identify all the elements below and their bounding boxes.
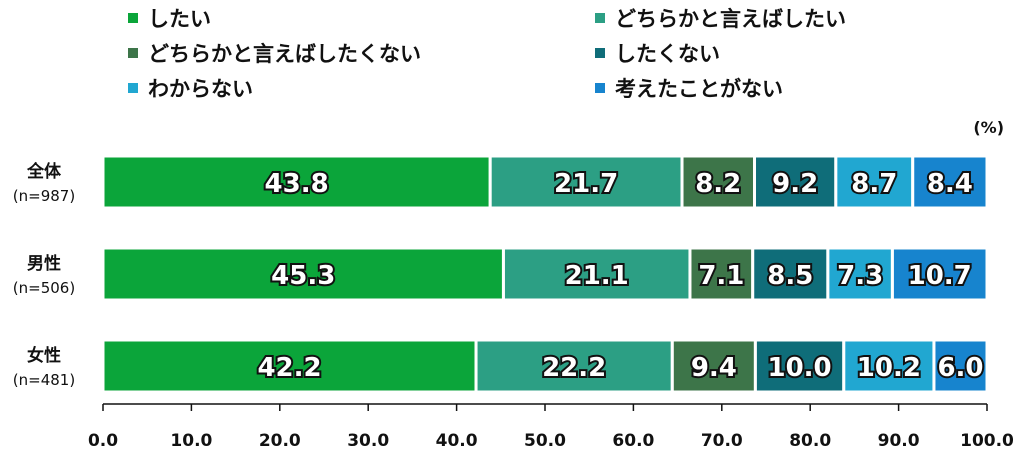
category-label: 男性 <box>27 253 61 274</box>
x-axis: 0.0 10.0 20.0 30.0 40.0 50.0 60.0 70.0 80.0 90.0 1… <box>88 403 1014 451</box>
bar-row: 42.2 22.2 9.4 10.0 10.2 6.0 <box>101 338 989 394</box>
category-sample-size: (n=987) <box>13 187 75 205</box>
x-tick-label: 40.0 <box>436 431 478 451</box>
legend-swatch <box>128 48 138 58</box>
data-label: 7.3 <box>837 261 883 291</box>
x-tick-label: 90.0 <box>878 431 920 451</box>
bar-segment <box>834 154 915 210</box>
data-label: 10.0 <box>768 353 832 383</box>
category-sample-size: (n=506) <box>13 279 75 297</box>
bars: 43.8 21.7 8.2 9.2 8.7 8.4 45.3 21.1 7.1 8.5 7.3 10.… <box>101 154 989 394</box>
data-label: 8.7 <box>851 169 897 199</box>
legend-item: 考えたことがない <box>595 77 783 101</box>
data-label: 22.2 <box>542 353 606 383</box>
legend-swatch <box>595 13 605 23</box>
legend-item: わからない <box>128 77 253 101</box>
data-label: 8.2 <box>695 169 741 199</box>
category-labels: 全体 (n=987) 男性 (n=506) 女性 (n=481) <box>13 161 75 389</box>
data-label: 45.3 <box>271 261 335 291</box>
x-tick-label: 0.0 <box>88 431 118 451</box>
x-tick-label: 20.0 <box>259 431 301 451</box>
data-label: 10.2 <box>857 353 921 383</box>
legend-swatch <box>128 83 138 93</box>
x-tick-label: 50.0 <box>524 431 566 451</box>
data-label: 43.8 <box>265 169 329 199</box>
legend-label: わからない <box>148 77 253 101</box>
x-tick-label: 80.0 <box>789 431 831 451</box>
legend-item: したい <box>128 7 211 31</box>
bar-segment <box>680 154 757 210</box>
data-label: 6.0 <box>937 353 983 383</box>
x-tick-label: 100.0 <box>960 431 1014 451</box>
bar-segment <box>753 338 846 394</box>
category-label: 女性 <box>27 345 61 366</box>
data-label: 9.2 <box>772 169 818 199</box>
bar-row: 43.8 21.7 8.2 9.2 8.7 8.4 <box>101 154 989 210</box>
bar-segment <box>501 246 692 302</box>
legend-item: どちらかと言えばしたくない <box>128 42 421 66</box>
data-label: 7.1 <box>698 261 744 291</box>
bar-segment <box>890 246 989 302</box>
data-label: 8.5 <box>767 261 813 291</box>
data-label: 42.2 <box>257 353 321 383</box>
data-label: 21.1 <box>565 261 629 291</box>
bar-segment <box>474 338 674 394</box>
category-sample-size: (n=481) <box>13 371 75 389</box>
bar-segment <box>688 246 755 302</box>
unit-label: (%) <box>973 118 1004 137</box>
x-tick-label: 70.0 <box>701 431 743 451</box>
bar-segment <box>101 338 478 394</box>
legend-label: したい <box>148 7 211 31</box>
bar-segment <box>932 338 989 394</box>
bar-segment <box>101 246 505 302</box>
data-label: 8.4 <box>927 169 973 199</box>
legend-item: どちらかと言えばしたい <box>595 7 846 31</box>
data-label: 21.7 <box>554 169 618 199</box>
bar-segment <box>751 246 830 302</box>
legend-label: どちらかと言えばしたい <box>615 7 846 31</box>
bar-segment <box>488 154 684 210</box>
legend-label: 考えたことがない <box>615 77 783 101</box>
legend-swatch <box>595 83 605 93</box>
category-label: 全体 <box>26 161 62 182</box>
legend-swatch <box>595 48 605 58</box>
x-tick-label: 60.0 <box>612 431 654 451</box>
bar-segment <box>911 154 989 210</box>
bar-segment <box>842 338 936 394</box>
data-label: 9.4 <box>691 353 737 383</box>
legend-swatch <box>128 13 138 23</box>
bar-segment <box>101 154 492 210</box>
data-label: 10.7 <box>908 261 972 291</box>
x-tick-label: 10.0 <box>170 431 212 451</box>
legend-label: どちらかと言えばしたくない <box>148 42 421 66</box>
x-tick-label: 30.0 <box>347 431 389 451</box>
legend-item: したくない <box>595 42 720 66</box>
legend-label: したくない <box>615 42 720 66</box>
bar-row: 45.3 21.1 7.1 8.5 7.3 10.7 <box>101 246 989 302</box>
